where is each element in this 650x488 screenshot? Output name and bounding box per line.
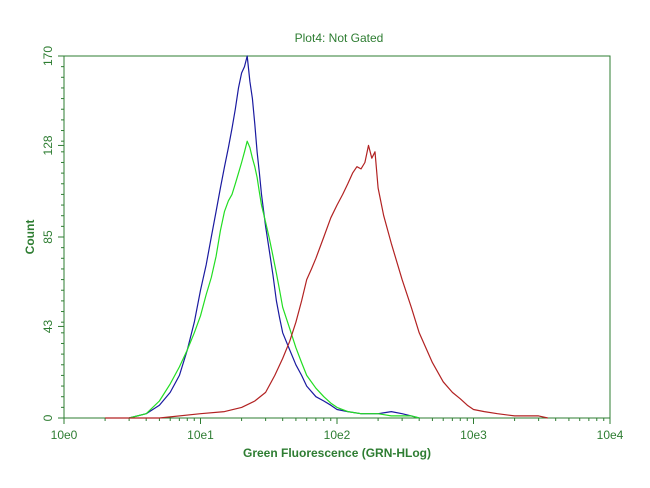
- y-tick-label: 0: [41, 414, 55, 421]
- chart-title: Plot4: Not Gated: [295, 31, 384, 45]
- plot-frame: [63, 55, 611, 419]
- x-tick-label: 10e0: [51, 428, 78, 442]
- x-tick-label: 10e3: [460, 428, 487, 442]
- y-tick-label: 85: [41, 230, 55, 244]
- x-axis-ticks: 10e0 10e1 10e2 10e3 10e4: [51, 418, 624, 442]
- y-tick-label: 43: [41, 319, 55, 333]
- x-tick-label: 10e4: [597, 428, 624, 442]
- series-lines: [105, 55, 548, 419]
- x-tick-label: 10e2: [324, 428, 351, 442]
- y-axis-label: Count: [23, 220, 37, 255]
- x-axis-label: Green Fluorescence (GRN-HLog): [243, 446, 431, 460]
- x-tick-label: 10e1: [187, 428, 214, 442]
- minor-ticks: [61, 55, 605, 421]
- y-tick-label: 128: [41, 135, 55, 155]
- y-axis-ticks: 0 43 85 128 170: [41, 46, 64, 421]
- series-line-2: [128, 140, 420, 419]
- y-tick-label: 170: [41, 46, 55, 66]
- series-line-1: [128, 55, 420, 419]
- series-line-3: [105, 144, 548, 419]
